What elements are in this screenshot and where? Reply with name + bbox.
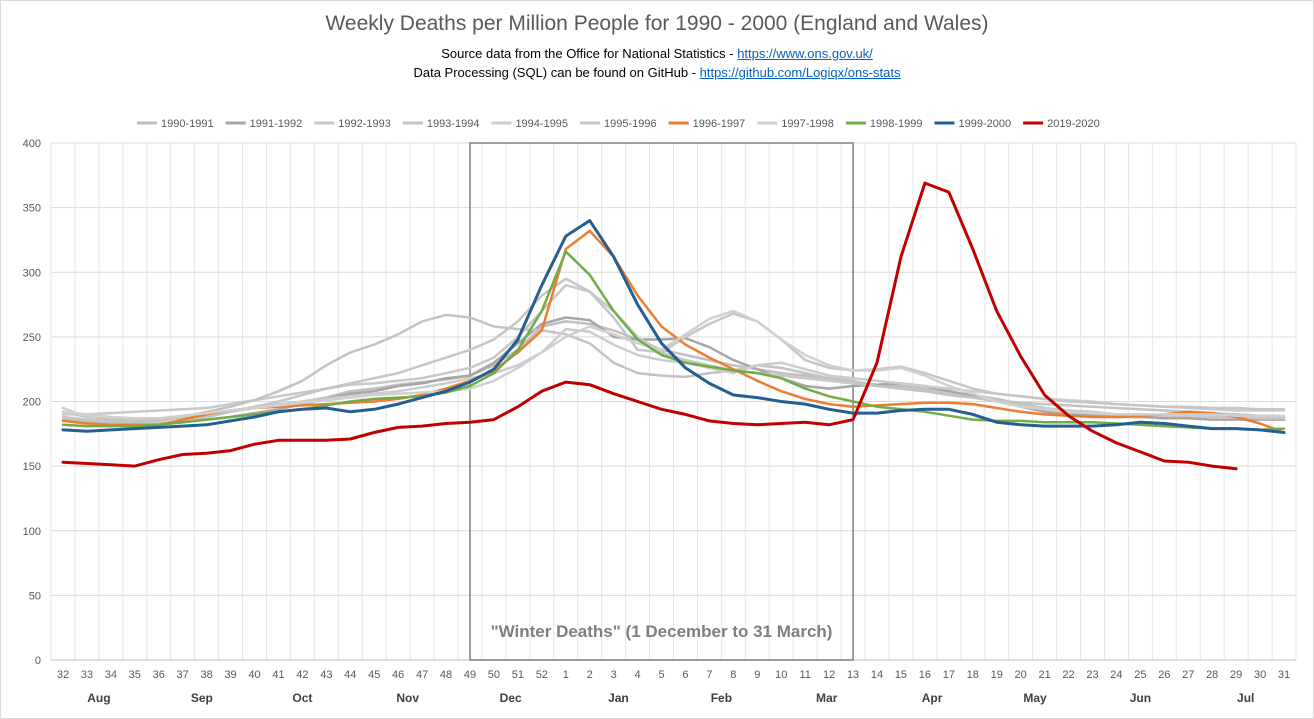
x-tick-label: 43 (320, 669, 332, 681)
x-tick-label: 47 (416, 669, 428, 681)
x-tick-label: 30 (1254, 669, 1266, 681)
x-tick-label: 6 (682, 669, 688, 681)
month-label: Oct (292, 691, 312, 705)
x-tick-label: 13 (847, 669, 859, 681)
x-tick-label: 5 (658, 669, 664, 681)
x-tick-label: 28 (1206, 669, 1218, 681)
month-label: Nov (396, 691, 419, 705)
x-tick-label: 26 (1158, 669, 1170, 681)
x-tick-label: 16 (919, 669, 931, 681)
x-tick-label: 52 (536, 669, 548, 681)
x-tick-label: 8 (730, 669, 736, 681)
x-tick-label: 36 (153, 669, 165, 681)
x-tick-label: 29 (1230, 669, 1242, 681)
y-tick-label: 50 (29, 590, 41, 602)
winter-deaths-label: "Winter Deaths" (1 December to 31 March) (491, 622, 833, 641)
y-tick-label: 0 (35, 655, 41, 667)
series-line-1991-1992 (61, 316, 1286, 427)
x-tick-label: 49 (464, 669, 476, 681)
y-tick-label: 150 (23, 461, 41, 473)
month-label: Feb (711, 691, 732, 705)
y-tick-label: 250 (23, 332, 41, 344)
x-tick-label: 45 (368, 669, 380, 681)
x-tick-label: 12 (823, 669, 835, 681)
x-tick-label: 19 (991, 669, 1003, 681)
x-tick-label: 27 (1182, 669, 1194, 681)
series-line-1997-1998 (61, 309, 1286, 420)
series-line-1995-1996 (61, 277, 1286, 425)
x-tick-label: 22 (1062, 669, 1074, 681)
legend-entry: 1996-1997 (693, 118, 746, 130)
x-tick-label: 23 (1086, 669, 1098, 681)
month-label: Dec (500, 691, 522, 705)
x-tick-label: 1 (563, 669, 569, 681)
series-line-1999-2000 (61, 219, 1286, 434)
x-tick-label: 21 (1038, 669, 1050, 681)
month-label: May (1023, 691, 1047, 705)
x-tick-label: 10 (775, 669, 787, 681)
x-tick-label: 39 (224, 669, 236, 681)
legend-entry: 1998-1999 (870, 118, 923, 130)
legend-entry: 1990-1991 (161, 118, 214, 130)
legend-entry: 1999-2000 (958, 118, 1011, 130)
month-label: Mar (816, 691, 838, 705)
x-tick-label: 41 (272, 669, 284, 681)
x-tick-label: 14 (871, 669, 883, 681)
x-tick-label: 33 (81, 669, 93, 681)
x-tick-label: 11 (799, 669, 810, 681)
x-tick-label: 24 (1110, 669, 1122, 681)
x-tick-label: 35 (129, 669, 141, 681)
month-label: Jun (1130, 691, 1151, 705)
x-tick-label: 48 (440, 669, 452, 681)
month-label: Jul (1237, 691, 1254, 705)
x-tick-label: 34 (105, 669, 117, 681)
chart-subtitle-github: Data Processing (SQL) can be found on Gi… (0, 65, 1314, 80)
subtitle-github-text: Data Processing (SQL) can be found on Gi… (413, 65, 700, 80)
chart-subtitle-source: Source data from the Office for National… (0, 46, 1314, 61)
month-label: Jan (608, 691, 629, 705)
month-label: Sep (191, 691, 213, 705)
x-tick-label: 51 (512, 669, 524, 681)
chart-title: Weekly Deaths per Million People for 199… (325, 12, 989, 35)
y-tick-label: 350 (23, 203, 41, 215)
x-tick-label: 38 (201, 669, 213, 681)
x-tick-label: 18 (967, 669, 979, 681)
legend-entry: 1992-1993 (338, 118, 391, 130)
x-tick-label: 20 (1015, 669, 1027, 681)
x-tick-label: 42 (296, 669, 308, 681)
series-line-2019-2020 (61, 181, 1238, 471)
x-tick-label: 40 (248, 669, 260, 681)
x-tick-label: 3 (611, 669, 617, 681)
x-tick-label: 7 (706, 669, 712, 681)
month-label: Apr (922, 691, 943, 705)
legend-entry: 2019-2020 (1047, 118, 1100, 130)
github-link[interactable]: https://github.com/Logiqx/ons-stats (699, 65, 901, 80)
x-tick-label: 17 (943, 669, 955, 681)
y-tick-label: 100 (23, 526, 41, 538)
x-tick-label: 9 (754, 669, 760, 681)
legend-entry: 1994-1995 (515, 118, 568, 130)
x-tick-label: 25 (1134, 669, 1146, 681)
x-tick-label: 44 (344, 669, 356, 681)
month-label: Aug (87, 691, 110, 705)
x-tick-label: 2 (587, 669, 593, 681)
legend-entry: 1997-1998 (781, 118, 834, 130)
series-line-1993-1994 (61, 313, 1286, 424)
x-tick-label: 37 (177, 669, 189, 681)
x-tick-label: 32 (57, 669, 69, 681)
x-tick-label: 4 (635, 669, 641, 681)
subtitle-source-text: Source data from the Office for National… (441, 46, 738, 61)
ons-link[interactable]: https://www.ons.gov.uk/ (737, 46, 873, 61)
y-tick-label: 400 (23, 138, 41, 150)
legend-entry: 1995-1996 (604, 118, 657, 130)
x-tick-label: 46 (392, 669, 404, 681)
x-tick-label: 15 (895, 669, 907, 681)
y-tick-label: 200 (23, 397, 41, 409)
x-tick-label: 50 (488, 669, 500, 681)
y-tick-label: 300 (23, 267, 41, 279)
legend-entry: 1991-1992 (250, 118, 303, 130)
legend-entry: 1993-1994 (427, 118, 480, 130)
x-tick-label: 31 (1278, 669, 1290, 681)
